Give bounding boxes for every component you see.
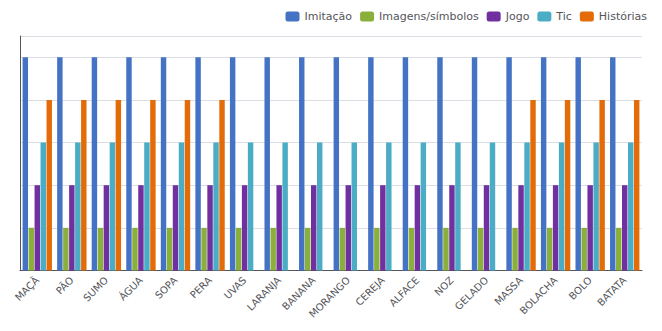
svg-text:MAÇÃ: MAÇÃ — [12, 274, 41, 303]
svg-text:Imagens/símbolos: Imagens/símbolos — [379, 10, 479, 23]
svg-text:BANANA: BANANA — [279, 274, 318, 313]
svg-text:SOPA: SOPA — [153, 274, 180, 301]
svg-text:Histórias: Histórias — [599, 10, 647, 23]
svg-text:BOLACHA: BOLACHA — [518, 274, 560, 316]
svg-text:ÁGUA: ÁGUA — [116, 274, 145, 303]
svg-text:BATATA: BATATA — [595, 274, 629, 308]
svg-text:UVAS: UVAS — [222, 275, 249, 302]
svg-text:ALFACE: ALFACE — [387, 275, 421, 309]
svg-text:NOZ: NOZ — [432, 274, 456, 298]
svg-text:GELADO: GELADO — [453, 274, 491, 312]
svg-text:Tic: Tic — [555, 10, 572, 23]
svg-text:CEREJA: CEREJA — [353, 274, 386, 307]
svg-text:PÃO: PÃO — [53, 274, 76, 297]
svg-text:BOLO: BOLO — [567, 274, 594, 301]
svg-text:SUMO: SUMO — [81, 274, 110, 303]
svg-text:Jogo: Jogo — [505, 10, 530, 23]
svg-text:MORANGO: MORANGO — [307, 274, 352, 319]
svg-text:PERA: PERA — [188, 274, 214, 300]
svg-text:LARANJA: LARANJA — [245, 274, 283, 312]
svg-text:Imitação: Imitação — [304, 10, 352, 23]
svg-text:MASSA: MASSA — [492, 274, 525, 307]
